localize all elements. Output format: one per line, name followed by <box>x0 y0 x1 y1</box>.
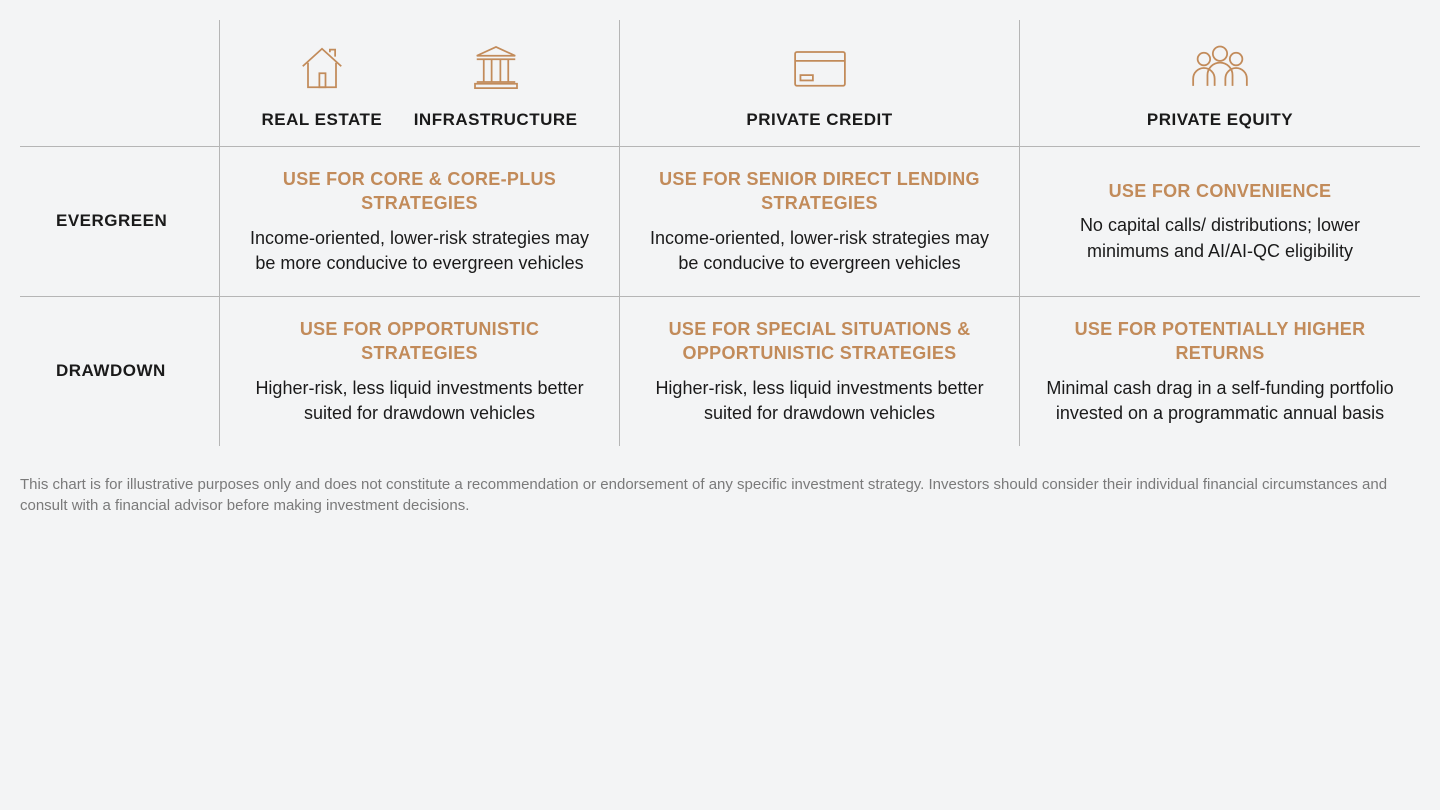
col-header-real-estate: REAL ESTATE <box>261 40 382 130</box>
cell-title: USE FOR SPECIAL SITUATIONS & OPPORTUNIST… <box>644 317 995 366</box>
building-icon <box>468 40 524 96</box>
card-icon <box>788 40 852 96</box>
cell-body: Higher-risk, less liquid investments bet… <box>244 376 595 426</box>
footnote: This chart is for illustrative purposes … <box>20 474 1420 516</box>
col-label-private-equity: PRIVATE EQUITY <box>1147 110 1293 130</box>
corner-spacer <box>20 20 220 147</box>
cell-evergreen-real-assets: USE FOR CORE & CORE-PLUS STRATEGIES Inco… <box>220 147 620 297</box>
cell-drawdown-credit: USE FOR SPECIAL SITUATIONS & OPPORTUNIST… <box>620 297 1020 446</box>
col-header-private-credit: PRIVATE CREDIT <box>620 20 1020 147</box>
cell-drawdown-real-assets: USE FOR OPPORTUNISTIC STRATEGIES Higher-… <box>220 297 620 446</box>
cell-body: Minimal cash drag in a self-funding port… <box>1044 376 1396 426</box>
cell-title: USE FOR POTENTIALLY HIGHER RETURNS <box>1044 317 1396 366</box>
col-label-real-estate: REAL ESTATE <box>261 110 382 130</box>
house-icon <box>294 40 350 96</box>
cell-title: USE FOR CONVENIENCE <box>1044 179 1396 203</box>
cell-title: USE FOR CORE & CORE-PLUS STRATEGIES <box>244 167 595 216</box>
cell-body: No capital calls/ distributions; lower m… <box>1044 213 1396 263</box>
row-label-drawdown: DRAWDOWN <box>20 297 220 446</box>
cell-title: USE FOR OPPORTUNISTIC STRATEGIES <box>244 317 595 366</box>
cell-body: Higher-risk, less liquid investments bet… <box>644 376 995 426</box>
cell-evergreen-credit: USE FOR SENIOR DIRECT LENDING STRATEGIES… <box>620 147 1020 297</box>
col-label-infrastructure: INFRASTRUCTURE <box>414 110 578 130</box>
cell-evergreen-equity: USE FOR CONVENIENCE No capital calls/ di… <box>1020 147 1420 297</box>
col-header-real-assets: REAL ESTATE INFRASTRUCTURE <box>220 20 620 147</box>
col-header-infrastructure: INFRASTRUCTURE <box>414 40 578 130</box>
strategy-matrix: REAL ESTATE INFRASTRUCTURE <box>20 20 1420 446</box>
cell-title: USE FOR SENIOR DIRECT LENDING STRATEGIES <box>644 167 995 216</box>
row-label-evergreen: EVERGREEN <box>20 147 220 297</box>
cell-body: Income-oriented, lower-risk strategies m… <box>244 226 595 276</box>
cell-body: Income-oriented, lower-risk strategies m… <box>644 226 995 276</box>
col-header-private-equity: PRIVATE EQUITY <box>1020 20 1420 147</box>
people-icon <box>1186 40 1254 96</box>
col-label-private-credit: PRIVATE CREDIT <box>746 110 892 130</box>
cell-drawdown-equity: USE FOR POTENTIALLY HIGHER RETURNS Minim… <box>1020 297 1420 446</box>
